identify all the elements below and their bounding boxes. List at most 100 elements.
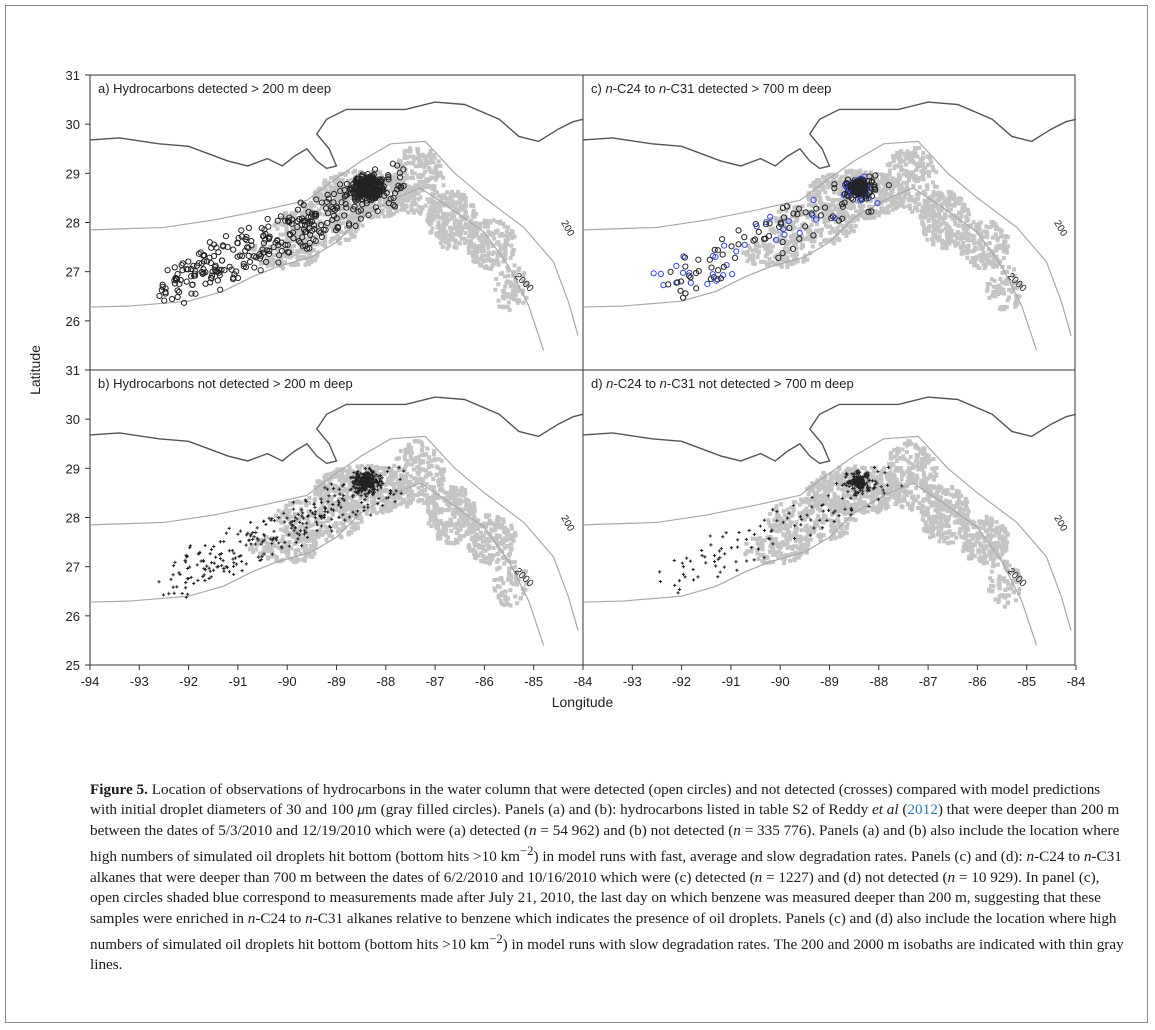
cross-marker [172, 591, 176, 595]
cross-marker [270, 552, 274, 556]
circle-marker [706, 256, 713, 263]
x-tick-label: -85 [524, 674, 543, 689]
cross-marker [218, 557, 223, 561]
caption-n: n [1026, 848, 1035, 866]
cross-marker [393, 500, 397, 504]
cross-marker [388, 491, 392, 496]
circle-marker [355, 208, 362, 215]
cross-marker [214, 555, 218, 559]
cross-marker [272, 519, 276, 523]
cross-marker [339, 505, 343, 509]
cross-marker [184, 581, 188, 585]
circle-marker [338, 199, 345, 206]
circle-marker [330, 190, 338, 198]
circle-marker [260, 239, 268, 247]
circle-marker [711, 246, 718, 253]
circle-marker [202, 280, 209, 287]
cross-marker [296, 537, 300, 541]
cross-marker [876, 497, 880, 501]
cross-marker [840, 483, 844, 487]
cross-marker [709, 543, 713, 547]
circle-marker [341, 212, 348, 219]
circle-marker [831, 181, 838, 188]
circle-marker [300, 201, 307, 209]
cross-marker [866, 473, 871, 477]
circle-marker [245, 224, 252, 232]
cross-marker [867, 504, 871, 509]
circle-marker [810, 232, 817, 239]
caption-n: n [733, 821, 741, 839]
circle-marker [794, 211, 801, 218]
cross-marker [270, 542, 274, 546]
cross-marker [313, 510, 317, 514]
cross-marker [820, 503, 824, 508]
circle-marker [750, 237, 757, 244]
cross-marker [180, 591, 184, 596]
circle-marker [285, 218, 292, 225]
cross-marker [723, 552, 727, 556]
circle-marker [868, 208, 875, 215]
circle-marker [290, 235, 297, 242]
circle-marker [334, 205, 341, 212]
cross-marker [834, 481, 839, 486]
reference-link[interactable]: 2012 [907, 801, 938, 819]
cross-marker [721, 535, 725, 539]
circle-marker [212, 262, 219, 269]
circle-marker [299, 215, 306, 222]
circle-marker [275, 259, 282, 266]
cross-marker [283, 540, 287, 544]
y-tick-label: 28 [66, 216, 80, 231]
circle-marker [221, 267, 228, 274]
circle-marker [191, 270, 198, 277]
cross-marker [737, 530, 741, 535]
cross-marker [672, 558, 676, 563]
y-tick-label: 29 [66, 461, 80, 476]
cross-marker [691, 567, 695, 572]
isobath-label-200: 200 [1051, 514, 1069, 534]
circle-marker [174, 293, 181, 301]
cross-marker [302, 532, 306, 536]
cross-marker [312, 502, 317, 506]
cross-marker [752, 532, 756, 536]
cross-marker [264, 522, 268, 527]
circle-marker [299, 234, 306, 241]
cross-marker [301, 516, 305, 520]
cross-marker [362, 505, 366, 509]
circle-marker [762, 221, 770, 228]
cross-marker [291, 500, 295, 504]
cross-marker [201, 559, 206, 563]
circle-marker [363, 200, 370, 207]
cross-marker [203, 578, 207, 583]
circle-marker [161, 297, 168, 304]
cross-marker [184, 553, 188, 558]
cross-marker [298, 529, 303, 533]
cross-marker [347, 515, 352, 519]
cross-marker [342, 498, 346, 502]
cross-marker [300, 514, 304, 518]
cross-marker [858, 470, 862, 474]
circle-marker [693, 269, 700, 277]
isobath-label-200: 200 [558, 219, 576, 239]
cross-marker [329, 482, 334, 486]
cross-marker [712, 559, 717, 564]
circle-marker [714, 247, 721, 254]
cross-marker [319, 497, 323, 501]
panel-title-d: d) n-C24 to n-C31 not detected > 700 m d… [591, 376, 854, 391]
cross-marker [374, 473, 378, 477]
cross-marker [363, 492, 367, 496]
circle-marker [200, 258, 208, 265]
caption-text: m (gray filled circles). Panels (a) and … [365, 801, 872, 819]
cross-marker [262, 552, 266, 556]
circle-marker [395, 182, 402, 189]
circle-marker [779, 204, 786, 212]
caption-text: Location of observations of hydrocarbons… [90, 781, 1101, 819]
cross-marker [230, 549, 235, 553]
circle-marker [332, 227, 340, 234]
cross-marker [249, 520, 253, 525]
blue-circle-marker [780, 225, 787, 233]
panel-title-a: a) Hydrocarbons detected > 200 m deep [98, 81, 331, 96]
circle-marker [180, 299, 188, 306]
circle-marker [372, 204, 380, 211]
circle-marker [306, 245, 313, 252]
cross-marker [299, 508, 304, 512]
